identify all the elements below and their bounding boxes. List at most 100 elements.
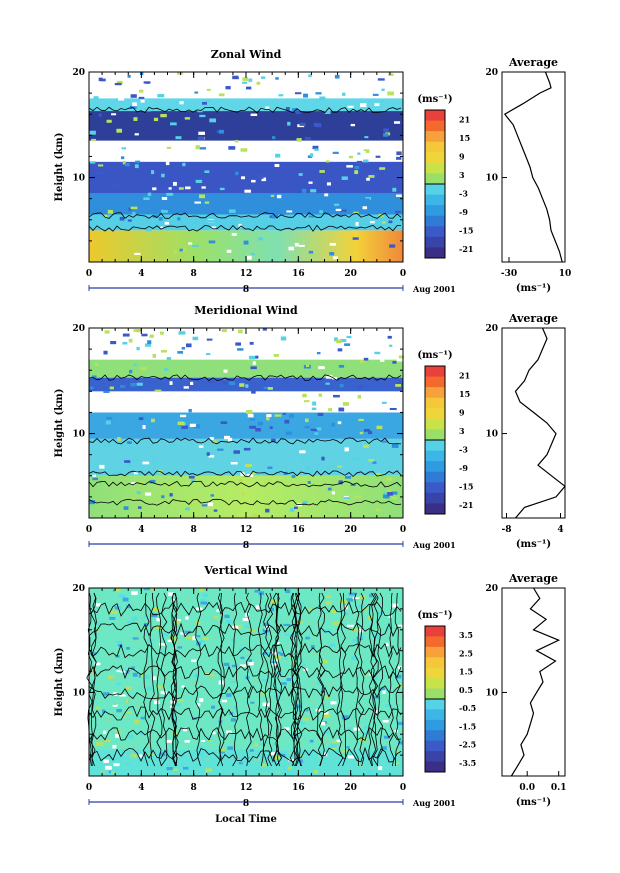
- heatmap-cell: [353, 657, 359, 661]
- heatmap-cell: [125, 730, 129, 733]
- heatmap-cell: [341, 715, 349, 720]
- heatmap-cell: [287, 121, 291, 126]
- heatmap-cell: [329, 643, 336, 647]
- heatmap-cell: [140, 674, 145, 679]
- colorbar-tick-label: 3.5: [459, 630, 473, 640]
- heatmap-cell: [211, 618, 218, 621]
- heatmap-cell: [306, 217, 314, 221]
- heatmap-cell: [199, 147, 207, 150]
- heatmap-cell: [217, 448, 224, 451]
- heatmap-cell: [398, 355, 404, 359]
- heatmap-cell: [143, 588, 151, 591]
- heatmap-cell: [179, 94, 184, 98]
- heatmap-cell: [155, 744, 159, 748]
- heatmap-cell: [270, 632, 274, 636]
- heatmap-cell: [199, 114, 206, 118]
- heatmap-cell: [183, 766, 189, 770]
- heatmap-cell: [200, 598, 206, 602]
- heatmap-cell: [389, 344, 393, 347]
- heatmap-cell: [241, 176, 246, 180]
- contour-line: [394, 592, 401, 766]
- day-label: 8: [243, 541, 249, 551]
- heatmap-cell: [216, 609, 221, 612]
- heatmap-cell: [247, 413, 254, 418]
- colorbar-swatch: [425, 152, 445, 164]
- heatmap-cell: [338, 364, 345, 368]
- heatmap-cell: [337, 348, 343, 352]
- heatmap-cell: [358, 635, 365, 639]
- heatmap-cell: [115, 149, 121, 154]
- heatmap-cell: [127, 734, 135, 739]
- heatmap-cell: [280, 682, 287, 685]
- average-frame: [501, 327, 566, 519]
- colorbar-swatch: [425, 184, 445, 196]
- heatmap-cell: [387, 335, 392, 339]
- heatmap-cell: [337, 465, 343, 468]
- heatmap-cell: [194, 91, 199, 94]
- heatmap-cell: [324, 193, 329, 197]
- heatmap-cell: [185, 186, 191, 190]
- heatmap-cell: [108, 675, 115, 680]
- heatmap-cell: [146, 493, 151, 496]
- contour-line: [156, 592, 163, 767]
- heatmap: [89, 328, 404, 518]
- colorbar-swatch: [425, 751, 445, 763]
- heatmap-cell: [156, 685, 164, 689]
- heatmap-cell: [319, 170, 325, 173]
- heatmap-cell: [126, 711, 132, 714]
- contour-line: [88, 470, 402, 478]
- heatmap-cell: [96, 622, 101, 626]
- heatmap-cell: [156, 693, 162, 697]
- heatmap-cell: [262, 328, 267, 331]
- colorbar-tick-label: 21: [459, 370, 470, 380]
- heatmap-cell: [195, 179, 203, 183]
- heatmap-cell: [135, 329, 142, 333]
- heatmap-cell: [364, 674, 369, 677]
- heatmap-cell: [359, 431, 364, 435]
- heatmap-cell: [346, 746, 350, 749]
- heatmap-cell: [130, 94, 137, 98]
- heatmap-cell: [128, 338, 133, 343]
- heatmap-cell: [331, 746, 337, 750]
- heatmap-cell: [338, 480, 343, 485]
- heatmap-cell: [166, 217, 173, 221]
- heatmap-cell: [280, 336, 287, 341]
- heatmap-cell: [324, 110, 331, 114]
- heatmap-cell: [115, 682, 121, 685]
- heatmap-cell: [358, 385, 363, 389]
- heatmap-cell: [248, 659, 253, 662]
- heatmap-cell: [133, 363, 137, 366]
- heatmap-cell: [332, 740, 337, 743]
- average-title: Average: [508, 56, 558, 69]
- heatmap-cell: [331, 491, 336, 495]
- colorbar-tick-label: -3: [459, 188, 468, 198]
- heatmap-cell: [288, 246, 294, 251]
- heatmap-cell: [284, 419, 290, 424]
- colorbar-tick-label: 21: [459, 114, 470, 124]
- colorbar-swatch: [425, 366, 445, 378]
- colorbar-swatch: [425, 471, 445, 483]
- heatmap-cell: [143, 197, 150, 201]
- heatmap-cell: [273, 755, 280, 760]
- heatmap-cell: [352, 596, 360, 600]
- heatmap-cell: [395, 210, 401, 213]
- average-y-tick-label: 10: [485, 430, 498, 440]
- heatmap-cell: [331, 422, 335, 427]
- heatmap-cell: [162, 691, 167, 695]
- heatmap-cell: [119, 694, 127, 697]
- heatmap-cell: [172, 768, 178, 771]
- heatmap-cell: [291, 660, 296, 665]
- heatmap-cell: [396, 151, 402, 156]
- average-y-tick-label: 10: [485, 688, 498, 698]
- heatmap-cell: [98, 113, 102, 117]
- heatmap-cell: [270, 752, 277, 756]
- heatmap-cell: [388, 73, 394, 76]
- heatmap-cell: [126, 605, 131, 609]
- heatmap-cell: [271, 438, 276, 443]
- heatmap-cell: [358, 418, 364, 422]
- heatmap-cell: [131, 591, 138, 595]
- heatmap-cell: [127, 621, 133, 625]
- colorbar-swatch: [425, 194, 445, 206]
- heatmap-cell: [202, 101, 207, 105]
- heatmap-cell: [177, 421, 185, 426]
